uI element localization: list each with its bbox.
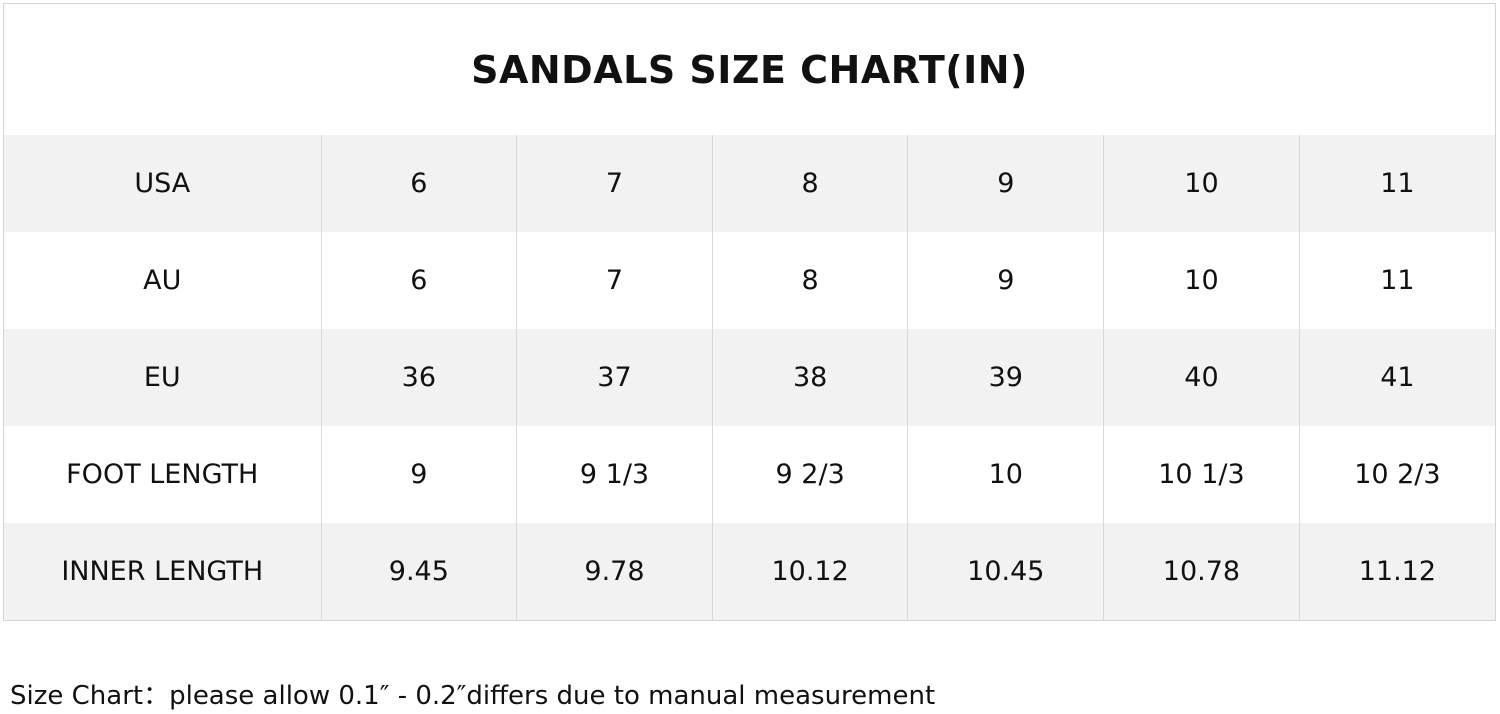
size-cell: 7 bbox=[516, 232, 713, 329]
size-cell: 8 bbox=[711, 135, 908, 232]
size-cell: 36 bbox=[320, 329, 517, 426]
table-row: FOOT LENGTH 9 9 1/3 9 2/3 10 10 1/3 10 2/3 bbox=[4, 426, 1495, 523]
footnote: Size Chart：please allow 0.1″ - 0.2″diffe… bbox=[10, 681, 936, 711]
table-row: EU 36 37 38 39 40 41 bbox=[4, 329, 1495, 426]
size-cell: 10.12 bbox=[711, 523, 908, 620]
size-cell: 8 bbox=[711, 232, 908, 329]
size-cell: 10.45 bbox=[907, 523, 1104, 620]
size-cell: 41 bbox=[1298, 329, 1495, 426]
size-cell: 38 bbox=[711, 329, 908, 426]
table-row: INNER LENGTH 9.45 9.78 10.12 10.45 10.78 11.12 bbox=[4, 523, 1495, 620]
row-header: FOOT LENGTH bbox=[66, 459, 259, 490]
row-header: INNER LENGTH bbox=[4, 523, 321, 620]
size-table: USA 6 7 8 9 10 11 AU 6 7 8 9 10 11 EU 36 37 38 39 40 41 FOOT … bbox=[4, 135, 1495, 620]
row-header: AU bbox=[143, 265, 182, 296]
size-cell: 9 bbox=[907, 135, 1104, 232]
size-cell: 10 bbox=[1103, 232, 1300, 329]
size-cell: 9 bbox=[907, 232, 1104, 329]
size-cell: 10.78 bbox=[1103, 523, 1300, 620]
size-cell: 11.12 bbox=[1298, 523, 1495, 620]
size-cell: 10 1/3 bbox=[1103, 426, 1300, 523]
size-cell: 6 bbox=[320, 135, 517, 232]
size-cell: 6 bbox=[320, 232, 517, 329]
row-header: EU bbox=[4, 329, 321, 426]
size-cell: 11 bbox=[1298, 232, 1495, 329]
size-cell: 10 bbox=[1103, 135, 1300, 232]
size-cell: 9.45 bbox=[320, 523, 517, 620]
size-cell: 40 bbox=[1103, 329, 1300, 426]
size-cell: 9 1/3 bbox=[516, 426, 713, 523]
size-cell: 9 bbox=[320, 426, 517, 523]
size-cell: 10 bbox=[907, 426, 1104, 523]
table-row: USA 6 7 8 9 10 11 bbox=[4, 135, 1495, 232]
size-cell: 9.78 bbox=[516, 523, 713, 620]
table-row: AU 6 7 8 9 10 11 bbox=[4, 232, 1495, 329]
size-cell: 37 bbox=[516, 329, 713, 426]
size-chart: SANDALS SIZE CHART(IN) USA 6 7 8 9 10 11 AU 6 7 8 9… bbox=[3, 3, 1496, 621]
row-header: USA bbox=[4, 135, 321, 232]
size-cell: 10 2/3 bbox=[1298, 426, 1495, 523]
size-cell: 11 bbox=[1298, 135, 1495, 232]
size-cell: 9 2/3 bbox=[711, 426, 908, 523]
chart-title: SANDALS SIZE CHART(IN) bbox=[471, 47, 1028, 92]
size-cell: 7 bbox=[516, 135, 713, 232]
size-cell: 39 bbox=[907, 329, 1104, 426]
